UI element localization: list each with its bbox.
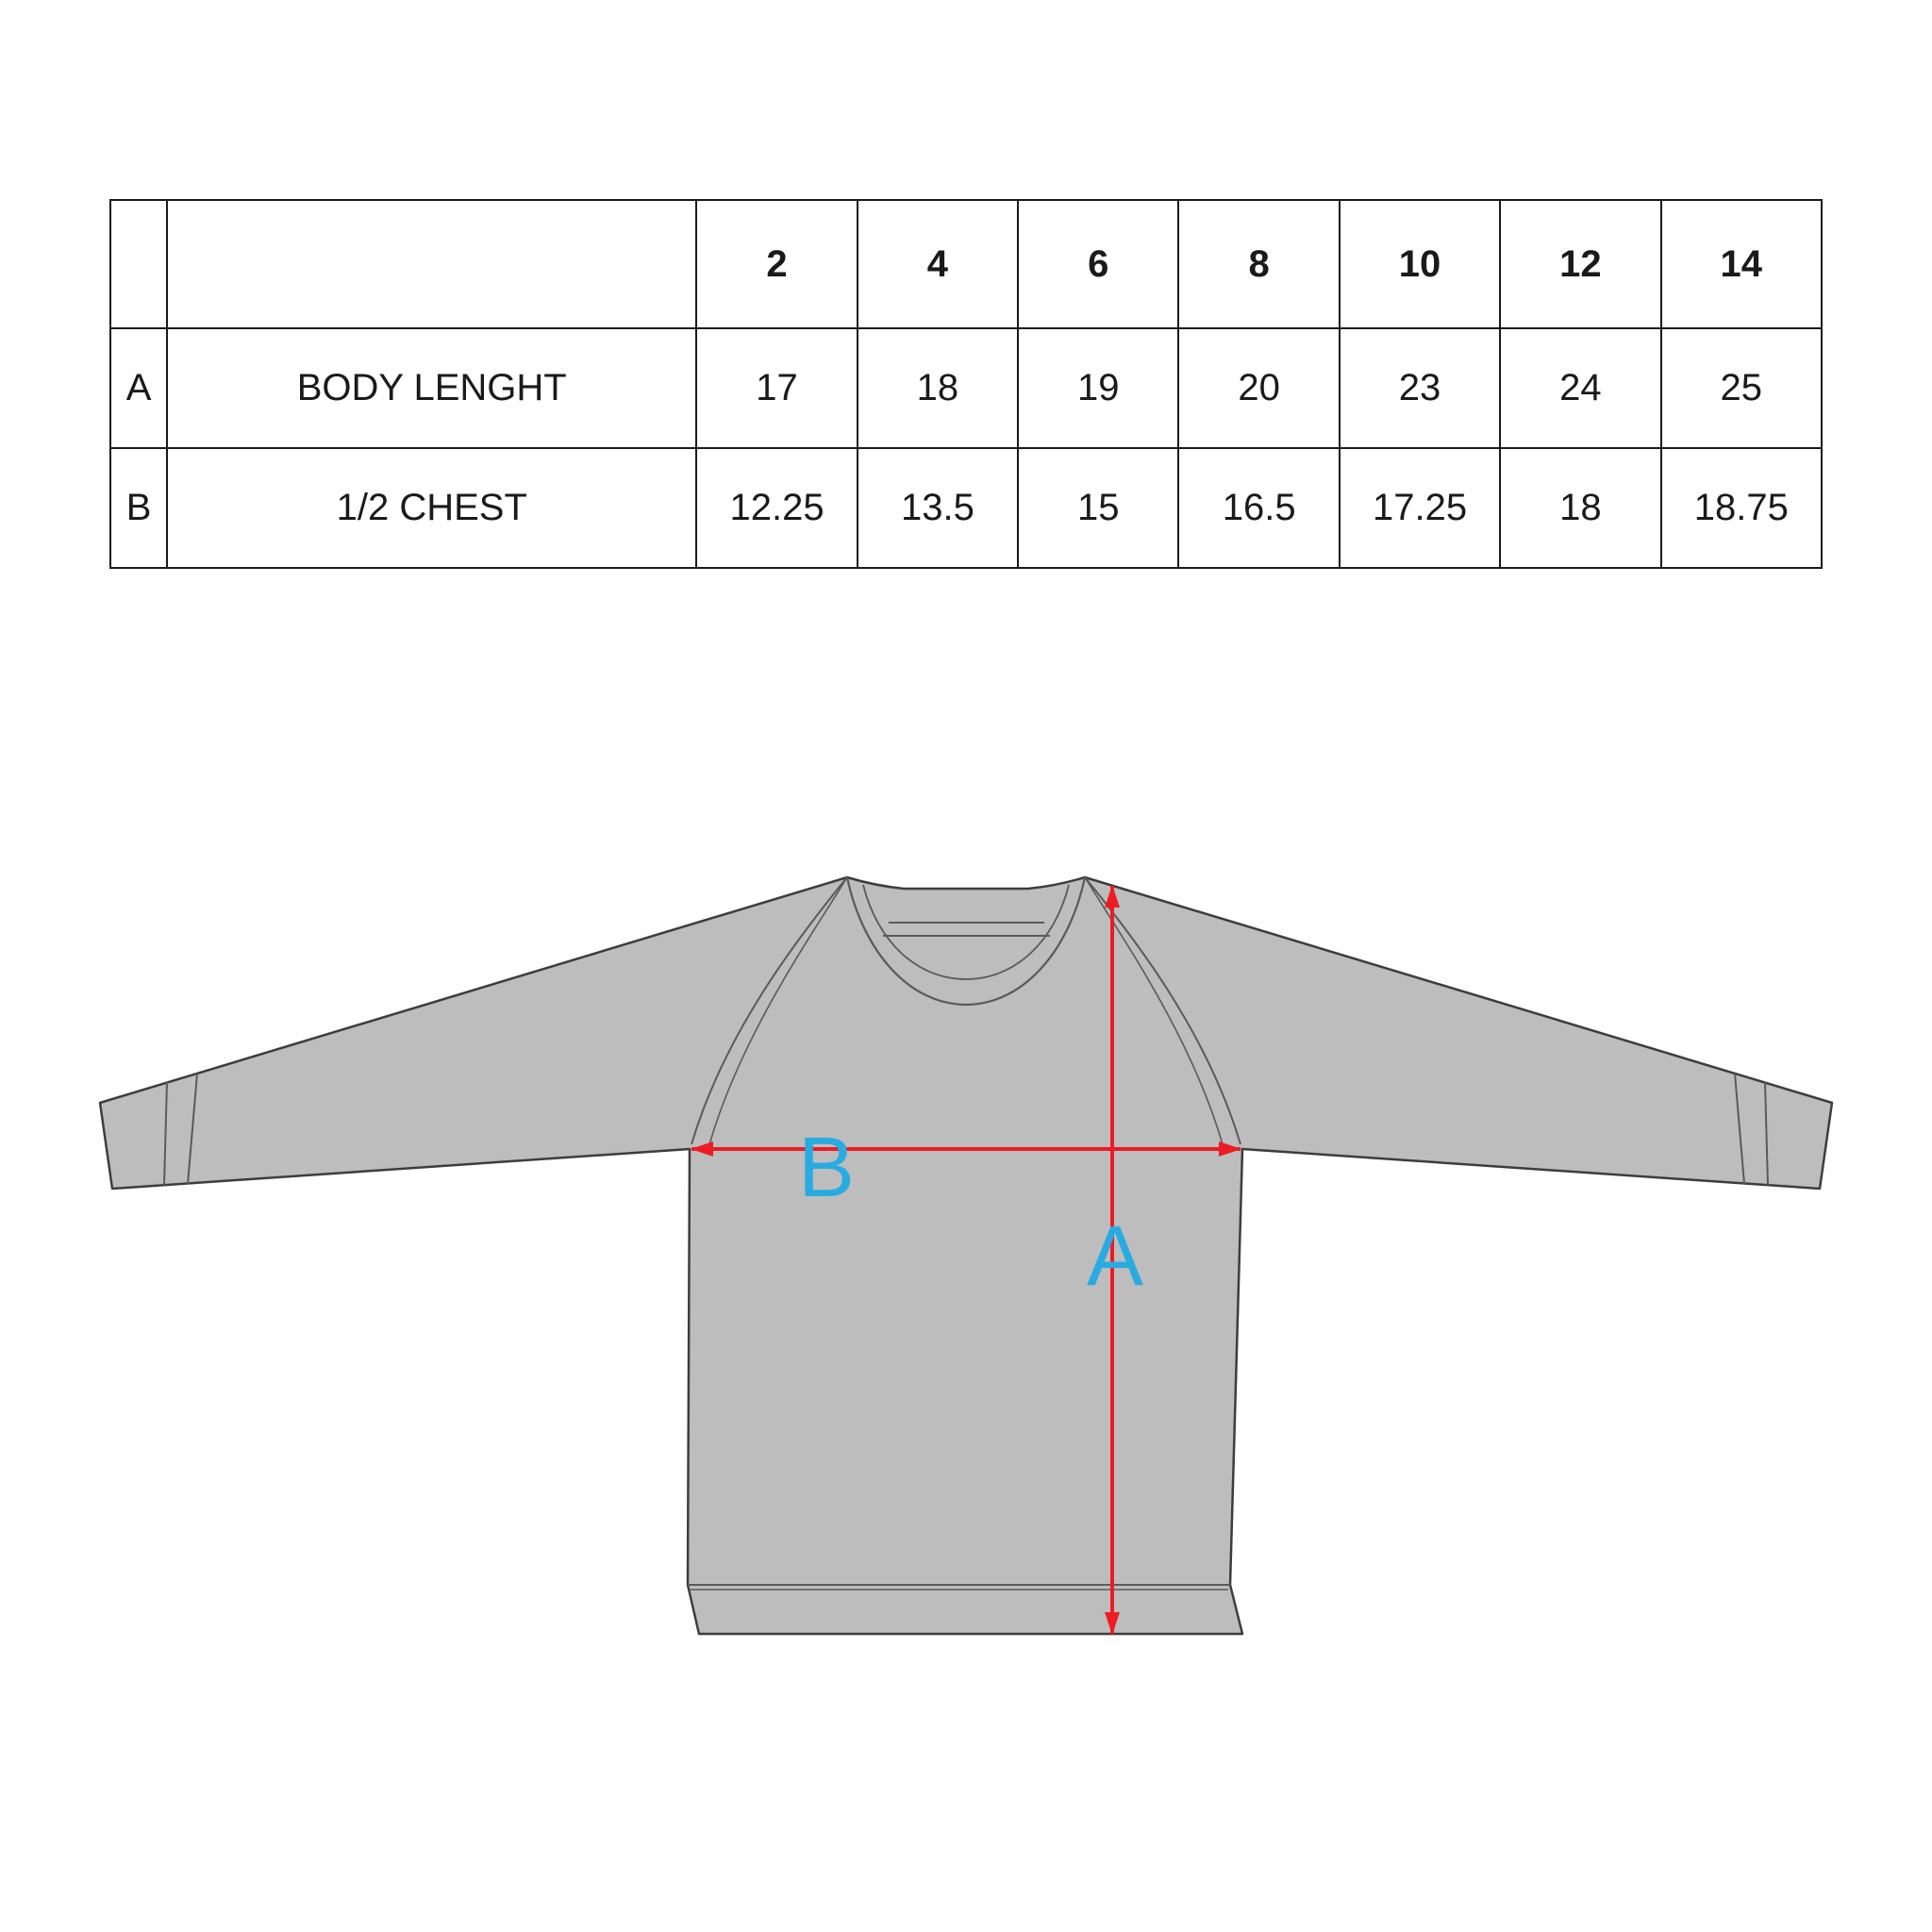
svg-text:B: B	[798, 1121, 855, 1215]
svg-text:A: A	[1087, 1209, 1143, 1304]
